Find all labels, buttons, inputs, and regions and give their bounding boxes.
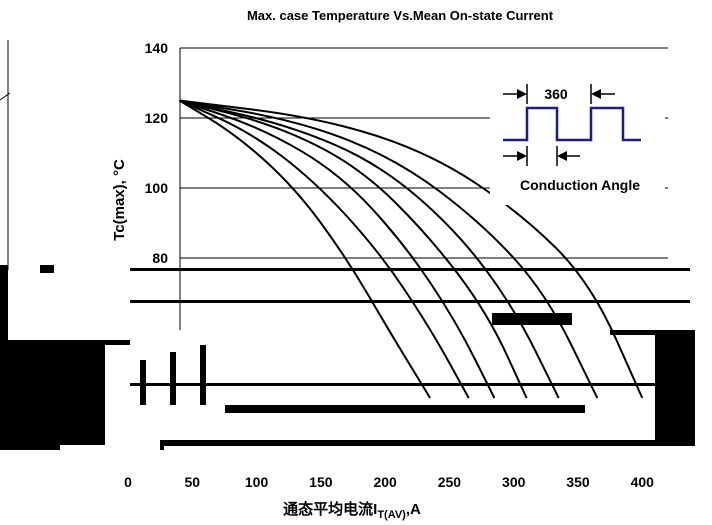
angle-arrowhead-right xyxy=(557,151,567,161)
y-axis-label: Tc(max), °C xyxy=(111,159,128,241)
x-tick-100: 100 xyxy=(245,474,269,490)
x-tick-50: 50 xyxy=(184,474,200,490)
period-label: 360 xyxy=(544,86,568,102)
series-line-4 xyxy=(179,99,528,399)
inset-waveform: 360 Conduction Angle xyxy=(490,75,665,205)
series-curves xyxy=(178,99,644,399)
angle-arrowhead-left xyxy=(517,151,527,161)
y-tick-140: 140 xyxy=(145,40,169,56)
grid xyxy=(0,40,668,330)
x-axis-label-subscript: T(AV) xyxy=(377,509,406,521)
prev-chart-curve xyxy=(0,92,11,101)
x-tick-400: 400 xyxy=(631,474,655,490)
chart-title: Max. case Temperature Vs.Mean On-state C… xyxy=(247,8,554,23)
render-artifacts xyxy=(0,265,695,450)
x-tick-300: 300 xyxy=(502,474,526,490)
x-axis-label-main: 通态平均电流I xyxy=(283,500,377,518)
y-tick-labels: 140 120 100 80 xyxy=(145,40,169,266)
x-tick-350: 350 xyxy=(566,474,590,490)
series-line-5 xyxy=(179,99,560,399)
series-line-6 xyxy=(179,99,599,399)
period-arrowhead-right xyxy=(591,89,601,99)
series-line-1 xyxy=(178,99,431,399)
x-tick-labels: 0 50 100 150 200 250 300 350 400 xyxy=(124,474,654,490)
series-line-3 xyxy=(179,99,496,399)
y-tick-100: 100 xyxy=(145,180,169,196)
conduction-angle-label: Conduction Angle xyxy=(520,177,640,193)
x-tick-200: 200 xyxy=(373,474,397,490)
x-tick-0: 0 xyxy=(124,474,132,490)
y-tick-80: 80 xyxy=(152,250,168,266)
period-arrowhead-left xyxy=(517,89,527,99)
x-tick-250: 250 xyxy=(438,474,462,490)
square-waveform xyxy=(503,106,641,142)
x-axis-label: 通态平均电流IT(AV),A xyxy=(283,500,421,521)
x-axis-label-unit: ,A xyxy=(406,501,421,518)
series-line-7 xyxy=(179,99,644,399)
x-tick-150: 150 xyxy=(309,474,333,490)
series-line-2 xyxy=(178,99,470,399)
y-tick-120: 120 xyxy=(145,110,169,126)
